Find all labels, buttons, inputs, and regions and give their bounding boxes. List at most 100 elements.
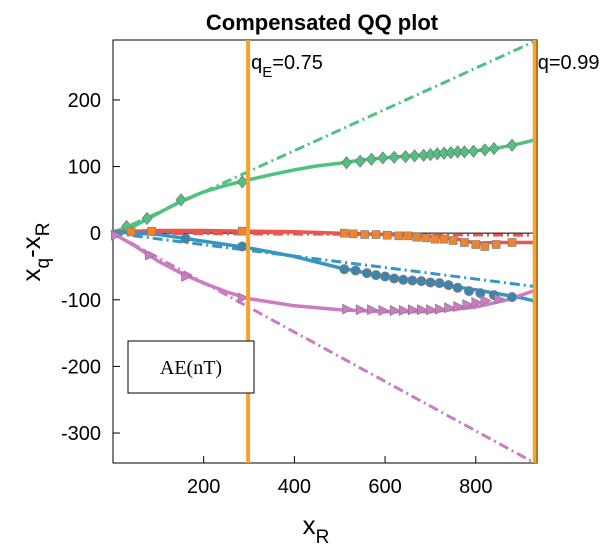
data-point	[448, 236, 458, 245]
quantile-label: q=0.99	[538, 52, 600, 74]
data-point	[439, 234, 449, 244]
y-axis-title: xq-xR	[16, 223, 54, 282]
data-point	[471, 296, 483, 308]
x-tick-label: 200	[187, 476, 220, 498]
data-point	[371, 270, 382, 281]
data-point	[412, 232, 422, 242]
data-point	[506, 138, 518, 152]
data-point	[453, 300, 465, 312]
quantile-lines: qE=0.75 q=0.99	[246, 40, 600, 463]
data-point	[416, 276, 427, 287]
y-axis-label: xq-xR	[16, 223, 54, 282]
data-point	[354, 154, 366, 168]
series-reference-line	[112, 231, 535, 288]
data-point	[378, 304, 390, 316]
data-point	[417, 304, 429, 316]
x-axis-title: xR	[303, 510, 330, 548]
data-point	[383, 230, 392, 240]
series-curves	[112, 138, 536, 314]
data-point	[471, 240, 481, 249]
data-point	[377, 151, 389, 165]
data-point	[175, 193, 187, 207]
data-point	[425, 277, 436, 288]
data-point	[389, 304, 401, 316]
data-point	[388, 150, 400, 164]
series-line	[112, 231, 536, 314]
data-point	[237, 241, 248, 252]
data-point	[444, 302, 456, 314]
data-point	[361, 268, 372, 279]
x-axis-label: xR	[303, 510, 330, 548]
data-point	[389, 273, 400, 284]
data-point	[360, 230, 369, 239]
data-point	[435, 303, 447, 315]
data-point	[371, 230, 381, 239]
data-point	[237, 226, 247, 236]
chart-title: Compensated QQ plot	[206, 10, 439, 35]
y-tick-label: -300	[61, 423, 101, 445]
data-point	[491, 240, 501, 249]
data-point	[350, 265, 361, 276]
data-point	[452, 282, 463, 293]
data-point	[237, 292, 249, 304]
data-point	[365, 152, 378, 166]
data-point	[507, 238, 517, 247]
plot-frame	[112, 39, 538, 464]
y-tick-label: 200	[68, 90, 101, 112]
series-reference-line	[112, 231, 536, 465]
data-point	[398, 274, 409, 285]
quantile-label: qE=0.75	[251, 52, 323, 81]
data-point	[180, 233, 191, 244]
data-point	[110, 229, 122, 241]
data-point	[349, 229, 358, 239]
data-point	[355, 304, 367, 316]
data-point	[407, 304, 419, 316]
data-point	[394, 231, 403, 241]
y-tick-label: 0	[90, 223, 101, 245]
data-point	[147, 226, 156, 236]
data-point	[367, 304, 379, 316]
data-point	[462, 298, 474, 310]
data-point	[342, 303, 354, 315]
data-point	[443, 280, 454, 291]
data-point	[467, 144, 480, 158]
x-tick-label: 400	[278, 476, 311, 498]
axes: 200 400 600 800 200 100 0 -100 -200 -300	[61, 39, 538, 498]
legend-label: AE(nT)	[160, 357, 222, 379]
x-tick-label: 600	[368, 476, 401, 498]
data-point	[181, 270, 193, 282]
y-tick-label: -100	[61, 290, 101, 312]
data-point	[458, 145, 470, 159]
reference-lines	[112, 39, 536, 465]
x-tick-label: 800	[459, 476, 492, 498]
data-point	[407, 275, 418, 286]
data-point	[426, 304, 438, 316]
data-point	[488, 141, 500, 156]
data-point	[421, 233, 431, 243]
data-point	[398, 304, 410, 316]
data-point	[409, 149, 421, 163]
y-tick-label: 100	[68, 157, 101, 179]
data-point	[479, 143, 491, 157]
data-point	[403, 231, 413, 241]
legend-box: AE(nT)	[127, 340, 255, 394]
data-point	[380, 271, 391, 282]
data-point	[494, 293, 506, 305]
data-point	[399, 149, 412, 164]
data-point	[480, 294, 492, 306]
data-point	[144, 249, 156, 261]
data-point	[126, 227, 136, 237]
series-reference-line	[112, 39, 536, 235]
data-point	[341, 155, 353, 170]
data-point	[339, 264, 350, 275]
data-point	[434, 278, 445, 289]
data-point	[339, 228, 349, 238]
data-point	[141, 211, 153, 226]
data-point	[460, 238, 469, 247]
y-tick-label: -200	[61, 356, 101, 378]
data-point	[430, 234, 440, 244]
data-point	[507, 292, 518, 303]
data-point	[463, 286, 474, 297]
series-markers	[110, 138, 518, 316]
